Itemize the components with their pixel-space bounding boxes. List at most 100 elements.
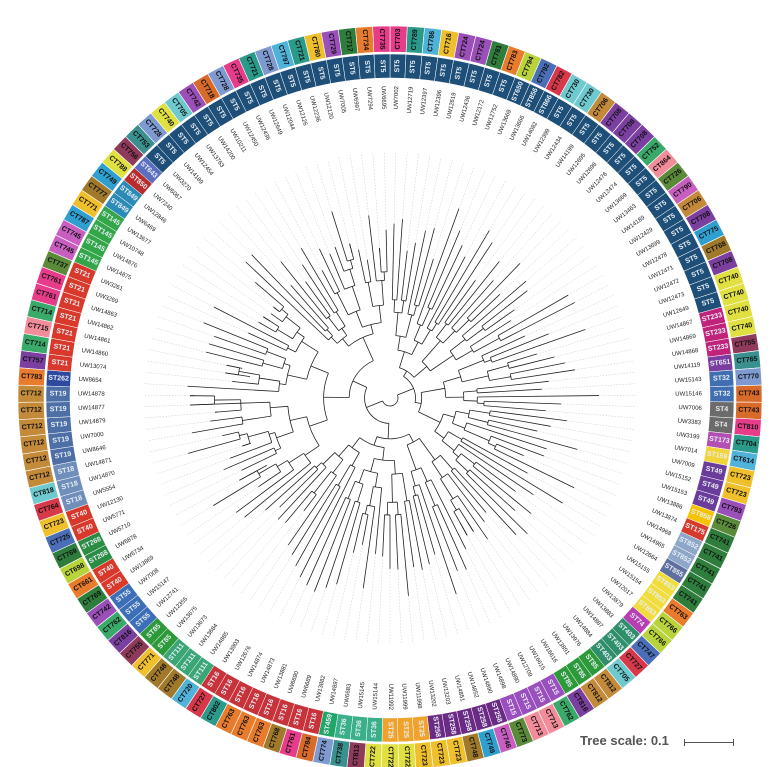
- tree-branch: [348, 333, 374, 347]
- ct-label: CT712: [29, 471, 51, 482]
- leaf-guide: [171, 284, 215, 308]
- leaf-guide: [144, 394, 195, 396]
- tree-branch: [510, 456, 575, 489]
- ct-label: CT712: [21, 423, 43, 432]
- leaf-guide: [402, 152, 408, 220]
- tree-branch: [255, 281, 279, 302]
- tree-branch: [473, 337, 500, 353]
- tree-branch: [336, 292, 349, 316]
- tree-branch: [258, 321, 260, 324]
- tree-branch: [502, 422, 538, 432]
- tree-branch: [310, 365, 329, 374]
- tree-branch: [442, 502, 467, 550]
- tree-branch: [463, 390, 478, 393]
- tree-branch: [382, 543, 384, 557]
- leaf-guide: [327, 159, 353, 254]
- tree-branch: [404, 500, 410, 502]
- leaf-guide: [425, 157, 442, 231]
- tree-branch: [429, 355, 454, 372]
- tree-branch: [414, 304, 419, 307]
- tree-branch: [521, 369, 575, 379]
- tree-branch: [296, 462, 312, 475]
- tree-branch: [423, 208, 460, 306]
- st-label: ST159: [706, 450, 728, 460]
- tree-branch: [375, 507, 381, 554]
- tree-branch: [508, 362, 531, 369]
- tree-branch: [403, 370, 408, 377]
- tree-branch: [460, 437, 464, 442]
- tree-branch: [461, 492, 485, 523]
- tree-branch: [342, 245, 348, 262]
- st-label: ST233: [705, 327, 727, 338]
- tree-branch: [330, 297, 339, 311]
- st-label: ST233: [701, 312, 723, 324]
- leaf-guide: [159, 458, 231, 486]
- leaf-guide: [179, 505, 214, 527]
- tree-branch: [483, 405, 495, 407]
- tree-branch: [453, 508, 460, 512]
- leaf-guide: [455, 593, 469, 632]
- st-label: ST21: [59, 312, 77, 323]
- tree-branch: [342, 497, 347, 506]
- tree-branch: [337, 464, 351, 486]
- ct-label: CT786: [427, 30, 436, 52]
- tree-branch: [277, 301, 285, 308]
- tree-branch: [240, 360, 263, 367]
- isolate-label: UW13202: [427, 680, 437, 708]
- tree-branch: [214, 335, 260, 353]
- tree-branch: [411, 341, 419, 355]
- tree-branch: [489, 376, 511, 381]
- tree-branch: [490, 435, 499, 440]
- leaf-guide: [249, 544, 289, 601]
- leaf-guide: [378, 556, 383, 644]
- tree-branch: [258, 482, 265, 488]
- tree-branch: [287, 497, 322, 546]
- tree-branch: [507, 356, 530, 364]
- leaf-guide: [168, 470, 242, 507]
- tree-branch: [351, 452, 360, 466]
- leaf-guide: [573, 487, 612, 507]
- leaf-guide: [157, 316, 215, 337]
- leaf-guide: [203, 237, 256, 283]
- ct-label: CT715: [27, 322, 49, 333]
- tree-branch: [241, 417, 244, 424]
- tree-branch: [261, 345, 268, 350]
- tree-branch: [334, 246, 342, 264]
- tree-branch: [275, 316, 283, 323]
- leaf-guide: [585, 316, 623, 330]
- tree-scale-label: Tree scale: 0.1: [580, 733, 669, 748]
- tree-branch: [466, 473, 478, 485]
- ct-label: CT734: [361, 29, 369, 51]
- tree-branch: [488, 419, 503, 424]
- tree-branch: [263, 316, 271, 322]
- ct-label: CT735: [378, 29, 385, 50]
- st-label: ST18: [61, 480, 79, 491]
- tree-branch: [203, 322, 263, 347]
- isolate-label: UW7294: [365, 87, 373, 111]
- tree-branch: [191, 425, 234, 434]
- tree-branch: [437, 504, 442, 513]
- ct-ring-background: [18, 26, 762, 767]
- leaf-guide: [289, 585, 307, 623]
- leaf-guide: [148, 349, 243, 369]
- ct-label: CT783: [21, 373, 42, 381]
- tree-branch: [315, 462, 322, 468]
- leaf-guide: [152, 453, 189, 464]
- tree-branch: [500, 330, 521, 342]
- tree-branch: [283, 469, 294, 478]
- tree-branch: [370, 458, 375, 472]
- leaf-guide: [227, 213, 291, 286]
- st-label: ST5: [363, 60, 371, 73]
- leaf-guide: [408, 595, 414, 643]
- leaf-guide: [460, 522, 511, 613]
- leaf-guide: [384, 152, 387, 230]
- tree-branch: [401, 292, 403, 301]
- ct-label: CT712: [23, 439, 45, 449]
- st-label: ST18: [65, 495, 83, 507]
- ct-label: CT770: [738, 373, 759, 381]
- tree-branch: [511, 377, 523, 380]
- leaf-guide: [254, 192, 303, 265]
- ct-label: CT722: [387, 746, 394, 767]
- st-label: ST5: [696, 283, 711, 294]
